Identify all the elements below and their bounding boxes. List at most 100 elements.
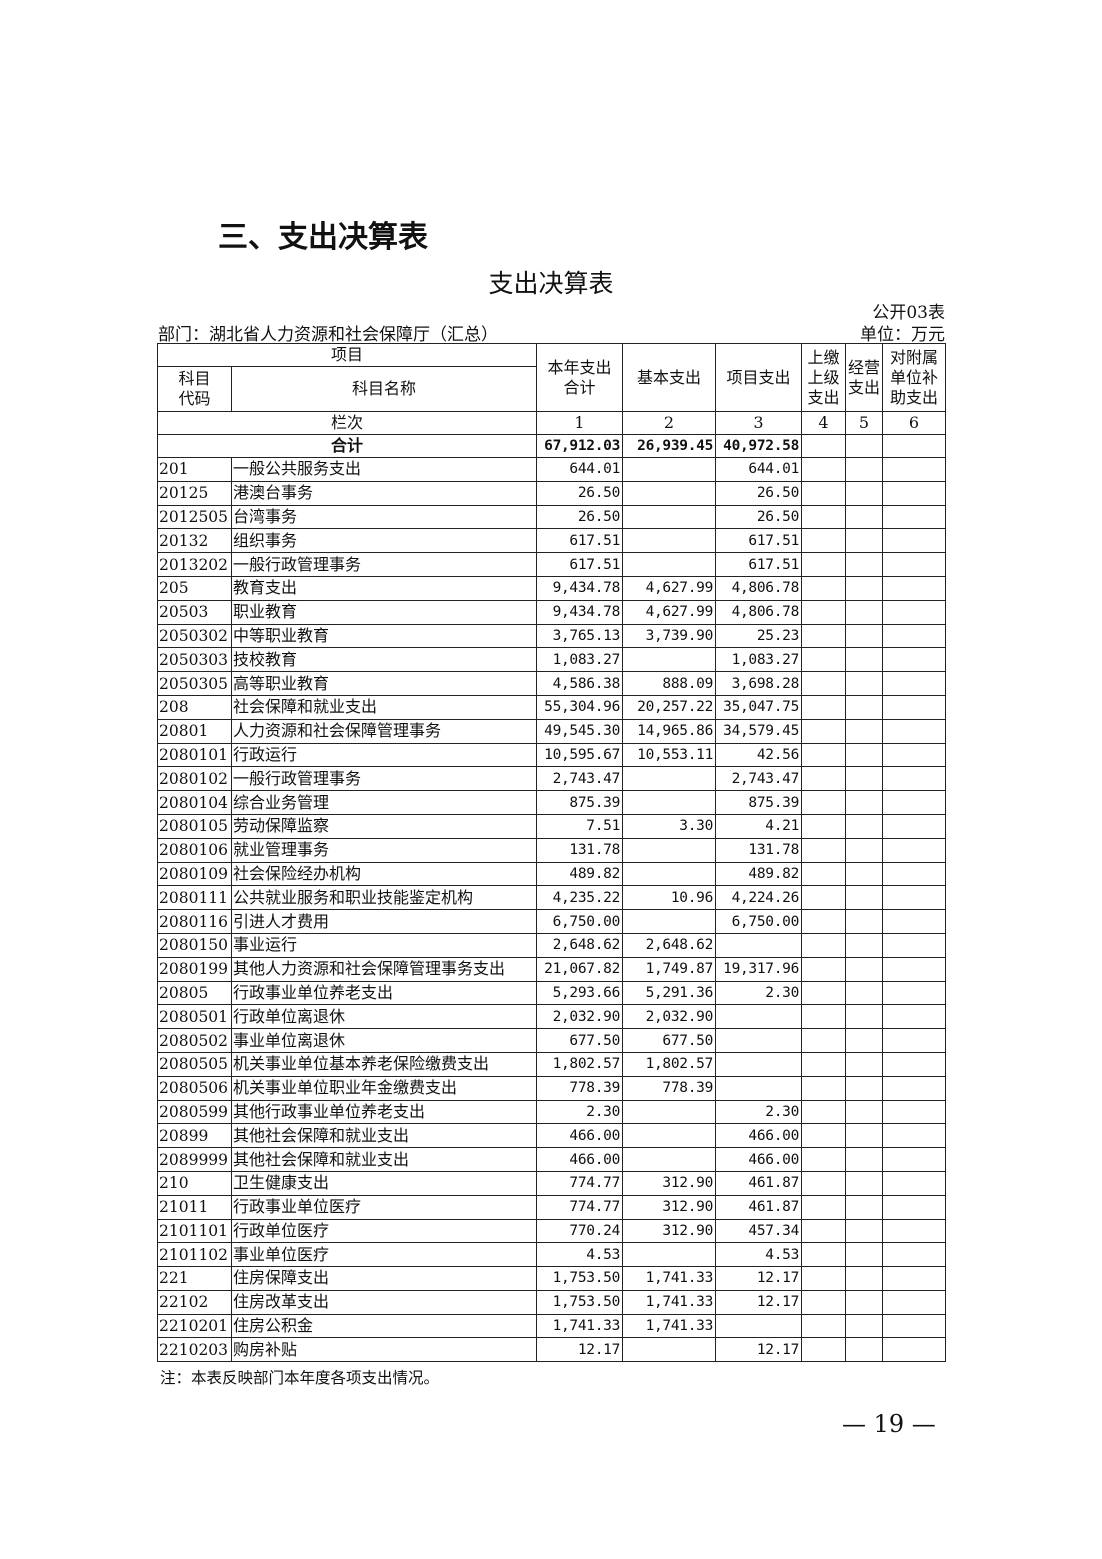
header-col1: 本年支出合计	[536, 343, 624, 412]
subject-code: 20805	[157, 980, 232, 1006]
value-col-3	[715, 1004, 803, 1030]
value-col-5	[845, 480, 884, 506]
value-col-1: 6,750.00	[536, 909, 624, 934]
value-col-1: 617.51	[536, 528, 624, 554]
table-row: 2080116 引进人才费用 6,750.00 6,750.00	[157, 909, 947, 934]
value-col-3: 466.00	[715, 1147, 803, 1172]
value-col-4	[801, 1099, 847, 1125]
value-col-3: 6,750.00	[715, 909, 803, 934]
value-col-3: 25.23	[715, 623, 803, 649]
value-col-6	[882, 813, 947, 839]
value-col-3: 4,224.26	[715, 885, 803, 911]
value-col-5	[845, 1051, 884, 1077]
value-col-5	[845, 1170, 884, 1196]
value-col-6	[882, 766, 947, 792]
value-col-4	[801, 1242, 847, 1268]
value-col-1: 2,648.62	[536, 932, 624, 958]
value-col-5	[845, 932, 884, 958]
table-row: 2210201 住房公积金 1,741.33 1,741.33	[157, 1313, 947, 1339]
value-col-6	[882, 1004, 947, 1030]
subject-name: 行政运行	[230, 742, 538, 768]
value-col-3: 4,806.78	[715, 575, 803, 601]
value-col-4	[801, 1123, 847, 1149]
value-col-3: 3,698.28	[715, 671, 803, 696]
subject-code: 2080101	[157, 742, 232, 768]
value-col-2: 2,648.62	[622, 932, 717, 958]
value-col-6	[882, 575, 947, 601]
value-col-3	[715, 1075, 803, 1101]
value-col-6	[882, 1028, 947, 1053]
value-col-4	[801, 1313, 847, 1339]
table-row: 2012505 台湾事务 26.50 26.50	[157, 504, 947, 530]
value-col-5	[845, 837, 884, 863]
value-col-1: 2,032.90	[536, 1004, 624, 1030]
table-row: 2080102 一般行政管理事务 2,743.47 2,743.47	[157, 766, 947, 792]
value-col-3: 12.17	[715, 1337, 803, 1363]
header-col3: 项目支出	[715, 343, 803, 412]
total-col-4	[801, 434, 847, 458]
value-col-4	[801, 813, 847, 839]
value-col-2	[622, 1147, 717, 1172]
value-col-4	[801, 1028, 847, 1053]
subject-name: 社会保险经办机构	[230, 861, 538, 887]
value-col-6	[882, 694, 947, 720]
value-col-1: 778.39	[536, 1075, 624, 1101]
value-col-1: 55,304.96	[536, 694, 624, 720]
subject-name: 行政事业单位医疗	[230, 1194, 538, 1220]
subject-name: 技校教育	[230, 647, 538, 673]
value-col-5	[845, 861, 884, 887]
value-col-6	[882, 528, 947, 554]
subject-name: 卫生健康支出	[230, 1170, 538, 1196]
value-col-5	[845, 813, 884, 839]
value-col-3: 2.30	[715, 1099, 803, 1125]
value-col-5	[845, 1028, 884, 1053]
value-col-2: 20,257.22	[622, 694, 717, 720]
value-col-6	[882, 457, 947, 482]
value-col-2	[622, 504, 717, 530]
header-code: 科目代码	[157, 366, 232, 412]
value-col-5	[845, 1147, 884, 1172]
subject-name: 引进人才费用	[230, 909, 538, 934]
value-col-2	[622, 766, 717, 792]
value-col-4	[801, 766, 847, 792]
value-col-2	[622, 647, 717, 673]
value-col-6	[882, 504, 947, 530]
value-col-2: 1,749.87	[622, 956, 717, 982]
header-col6: 对附属单位补助支出	[882, 343, 947, 412]
value-col-4	[801, 837, 847, 863]
value-col-1: 677.50	[536, 1028, 624, 1053]
table-row: 2080106 就业管理事务 131.78 131.78	[157, 837, 947, 863]
header-col4: 上缴上级支出	[801, 343, 847, 412]
value-col-2	[622, 480, 717, 506]
value-col-3: 2.30	[715, 980, 803, 1006]
value-col-6	[882, 480, 947, 506]
value-col-3: 457.34	[715, 1218, 803, 1244]
value-col-6	[882, 742, 947, 768]
value-col-3	[715, 1051, 803, 1077]
value-col-4	[801, 552, 847, 577]
subject-name: 台湾事务	[230, 504, 538, 530]
table-row: 2080150 事业运行 2,648.62 2,648.62	[157, 932, 947, 958]
table-row: 20132 组织事务 617.51 617.51	[157, 528, 947, 554]
expenditure-table: 项目 本年支出合计 基本支出 项目支出 上缴上级支出 经营支出 对附属单位补助支…	[156, 343, 947, 1363]
value-col-1: 5,293.66	[536, 980, 624, 1006]
table-row: 2080105 劳动保障监察 7.51 3.30 4.21	[157, 813, 947, 839]
subject-name: 行政事业单位养老支出	[230, 980, 538, 1006]
value-col-6	[882, 623, 947, 649]
value-col-5	[845, 1289, 884, 1315]
value-col-2: 677.50	[622, 1028, 717, 1053]
value-col-1: 7.51	[536, 813, 624, 839]
value-col-1: 774.77	[536, 1194, 624, 1220]
value-col-4	[801, 1075, 847, 1101]
value-col-6	[882, 1337, 947, 1363]
value-col-5	[845, 1266, 884, 1291]
value-col-5	[845, 1123, 884, 1149]
header-seq-4: 4	[801, 411, 847, 435]
value-col-1: 1,753.50	[536, 1266, 624, 1291]
value-col-1: 49,545.30	[536, 718, 624, 744]
value-col-1: 644.01	[536, 457, 624, 482]
total-label: 合计	[156, 434, 538, 458]
value-col-2	[622, 861, 717, 887]
table-row: 221 住房保障支出 1,753.50 1,741.33 12.17	[157, 1266, 947, 1291]
value-col-5	[845, 694, 884, 720]
